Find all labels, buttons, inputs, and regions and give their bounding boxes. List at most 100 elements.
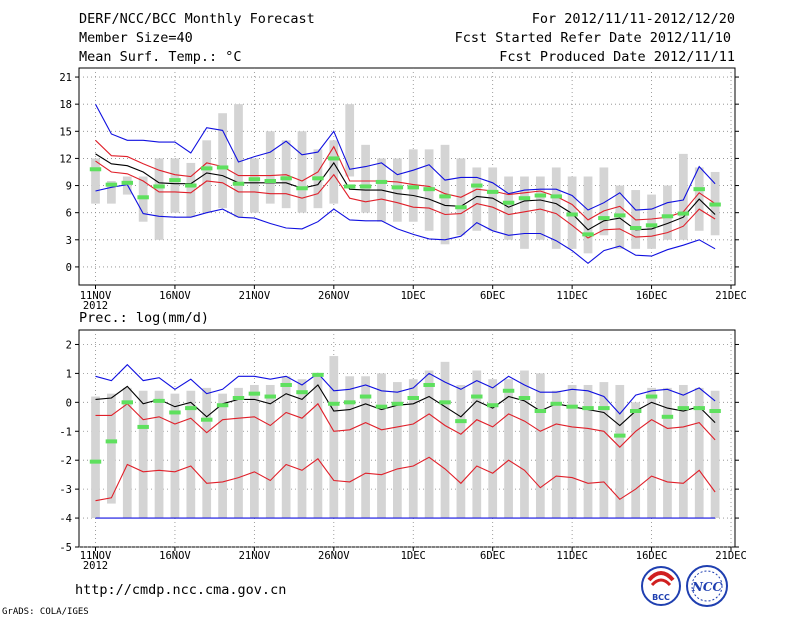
ensemble-marker (359, 394, 372, 399)
ensemble-marker (693, 406, 705, 411)
ensemble-marker (677, 406, 690, 411)
range-box (297, 131, 307, 213)
range-box (551, 390, 561, 519)
ensemble-marker (534, 193, 547, 198)
range-box (345, 376, 355, 519)
series-upper-envelope (95, 103, 716, 211)
series-mean (95, 153, 716, 231)
ensemble-marker (502, 200, 515, 205)
range-box (456, 384, 466, 519)
series-mean (95, 402, 716, 448)
y-tick-label: 0 (66, 397, 72, 409)
series-upper (95, 139, 716, 221)
range-box (392, 158, 402, 222)
ensemble-marker (296, 186, 308, 191)
range-box (647, 387, 656, 519)
ensemble-marker (534, 409, 547, 414)
range-box (313, 376, 323, 519)
ensemble-marker (471, 183, 483, 188)
range-box (710, 390, 720, 519)
range-box (377, 373, 386, 519)
range-box (218, 393, 227, 519)
range-box (91, 396, 100, 519)
range-box (631, 402, 641, 519)
range-box (488, 379, 498, 519)
ensemble-marker (471, 394, 483, 399)
ensemble-marker (598, 406, 610, 411)
range-box (218, 113, 227, 209)
y-tick-label: -3 (59, 484, 72, 496)
ensemble-marker (486, 189, 499, 194)
ensemble-marker (550, 194, 562, 199)
ensemble-marker (391, 401, 404, 406)
x-tick-label: 11DEC (556, 550, 588, 562)
ensemble-marker (343, 400, 356, 405)
ensemble-marker (216, 165, 229, 170)
y-tick-label: 12 (59, 153, 72, 165)
x-tick-label: 21DEC (715, 550, 747, 562)
grads-credit: GrADS: COLA/IGES (2, 607, 89, 617)
ensemble-marker (439, 400, 451, 405)
range-box (488, 167, 498, 231)
range-box (202, 140, 212, 213)
range-box (583, 384, 593, 519)
ensemble-marker (185, 183, 197, 188)
series-lower (95, 160, 716, 239)
range-box (472, 167, 482, 231)
ensemble-marker (153, 184, 165, 189)
ensemble-marker (264, 179, 276, 184)
ensemble-marker (312, 176, 324, 181)
range-box (250, 158, 259, 213)
ensemble-marker (614, 213, 626, 218)
ensemble-marker (502, 388, 515, 393)
range-box (107, 393, 116, 504)
x-year-label: 2012 (83, 560, 108, 572)
range-box (615, 384, 625, 519)
range-box (678, 384, 688, 519)
range-box (122, 387, 132, 519)
x-year-label: 2012 (83, 300, 108, 312)
ensemble-marker (343, 184, 356, 189)
range-box (520, 370, 529, 519)
ensemble-marker (455, 419, 467, 424)
range-box (154, 390, 164, 519)
ensemble-marker (661, 414, 674, 419)
ensemble-marker (296, 390, 308, 395)
x-tick-label: 16NOV (159, 550, 191, 562)
ensemble-marker (709, 202, 721, 207)
ensemble-marker (185, 406, 197, 411)
y-tick-label: 9 (66, 181, 72, 193)
x-tick-label: 21NOV (239, 550, 271, 562)
plot-frame (78, 67, 736, 286)
ensemble-marker (105, 182, 118, 187)
series-lower-envelope (95, 183, 716, 265)
y-tick-label: -4 (59, 513, 72, 525)
precipitation-label: Prec.: log(mm/d) (79, 310, 209, 326)
ensemble-marker (280, 176, 292, 181)
range-box (91, 158, 100, 204)
ensemble-marker (566, 212, 578, 217)
range-box (408, 379, 418, 519)
ensemble-marker (169, 410, 181, 415)
range-box (154, 158, 164, 240)
range-box (202, 387, 212, 519)
precipitation-panel: -5 -4 -3 -2 -1 0 1 2 11NOV 16NOV 21NOV 26NOV 1DEC 6DE… (59, 329, 747, 572)
y-tick-label: 15 (59, 126, 72, 138)
range-box (535, 373, 545, 519)
ensemble-marker (423, 382, 435, 387)
range-box (265, 131, 275, 204)
ensemble-marker (709, 409, 721, 414)
range-box (678, 153, 688, 240)
x-tick-label: 11NOV (80, 550, 112, 562)
ensemble-marker (232, 181, 245, 186)
ensemble-marker (200, 166, 213, 171)
x-tick-label: 21NOV (239, 290, 271, 302)
y-tick-label: 6 (66, 208, 72, 220)
y-tick-label: 0 (66, 262, 72, 274)
ensemble-marker (423, 187, 435, 192)
ensemble-marker (137, 195, 149, 200)
bcc-logo: BCC (641, 566, 681, 606)
range-box (599, 382, 609, 519)
range-box (647, 194, 656, 249)
ensemble-marker (105, 439, 118, 444)
